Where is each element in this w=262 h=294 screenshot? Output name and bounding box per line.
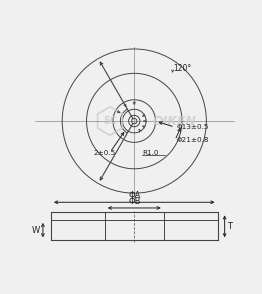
Text: ΦA: ΦA xyxy=(128,191,140,200)
Text: R1.0: R1.0 xyxy=(143,150,159,156)
Text: 2±0.5: 2±0.5 xyxy=(94,150,116,156)
Text: 5C: 5C xyxy=(103,116,117,126)
Text: W: W xyxy=(32,225,40,235)
Text: Φ21±0.8: Φ21±0.8 xyxy=(177,137,209,143)
Text: T: T xyxy=(227,222,232,231)
Text: 120°: 120° xyxy=(173,64,191,73)
Text: Φ13±0.5: Φ13±0.5 xyxy=(177,124,209,130)
Text: ΦB: ΦB xyxy=(128,197,140,206)
Text: OIKEN: OIKEN xyxy=(152,115,196,128)
